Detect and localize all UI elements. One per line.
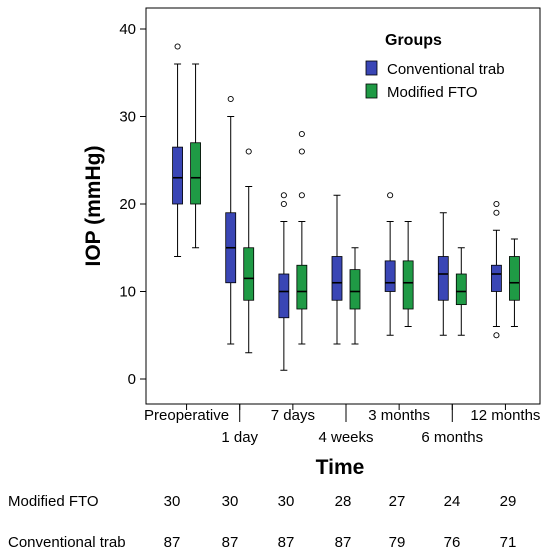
count-value: 24 bbox=[444, 493, 461, 510]
box-body bbox=[402, 260, 414, 310]
box-body bbox=[172, 146, 183, 205]
outlier-point bbox=[493, 209, 500, 216]
count-value: 30 bbox=[222, 493, 239, 510]
x-tick-label: 1 day bbox=[221, 429, 258, 446]
box-body bbox=[509, 256, 520, 301]
count-value: 87 bbox=[164, 534, 181, 551]
y-tick-label: 20 bbox=[119, 196, 136, 213]
box-body bbox=[349, 269, 361, 310]
count-value: 87 bbox=[335, 534, 352, 551]
box-body bbox=[296, 264, 308, 310]
box-conventional bbox=[384, 192, 396, 336]
box-conventional bbox=[491, 200, 502, 339]
outlier-point bbox=[298, 148, 305, 155]
outlier-point bbox=[245, 148, 252, 155]
outlier-point bbox=[280, 192, 287, 199]
box-conventional bbox=[225, 95, 237, 345]
outlier-point bbox=[387, 192, 394, 199]
box-body bbox=[331, 256, 343, 301]
count-row-label: Modified FTO bbox=[8, 493, 99, 510]
x-tick-label: 12 months bbox=[470, 407, 540, 424]
box-conventional bbox=[331, 194, 343, 345]
y-tick-label: 40 bbox=[119, 21, 136, 38]
outlier-point bbox=[227, 95, 234, 103]
legend-title: Groups bbox=[385, 32, 442, 49]
x-tick-label: 7 days bbox=[271, 407, 315, 424]
box-body bbox=[491, 264, 502, 292]
count-value: 28 bbox=[335, 493, 352, 510]
x-tick-label: 4 weeks bbox=[318, 429, 373, 446]
count-value: 87 bbox=[222, 534, 239, 551]
legend-swatch-modified bbox=[365, 83, 378, 99]
outlier-point bbox=[280, 200, 287, 208]
plot-frame bbox=[145, 7, 541, 405]
count-value: 87 bbox=[278, 534, 295, 551]
box-body bbox=[190, 142, 201, 205]
box-body bbox=[455, 273, 467, 306]
count-value: 27 bbox=[389, 493, 406, 510]
count-value: 30 bbox=[164, 493, 181, 510]
box-modified bbox=[509, 238, 520, 327]
sample-size-table: Modified FTO 30 30 30 28 27 24 29 Conventional t… bbox=[8, 493, 516, 551]
legend-label-modified: Modified FTO bbox=[387, 84, 478, 101]
box-series bbox=[172, 43, 520, 371]
box-modified bbox=[455, 247, 467, 336]
count-value: 79 bbox=[389, 534, 406, 551]
box-conventional bbox=[172, 43, 183, 257]
legend: Groups Conventional trab Modified FTO bbox=[365, 32, 505, 101]
outlier-point bbox=[174, 43, 181, 50]
y-axis: 0 10 20 30 40 bbox=[119, 21, 146, 388]
y-axis-title: IOP (mmHg) bbox=[82, 146, 105, 267]
x-tick-label: 6 months bbox=[421, 429, 483, 446]
box-body bbox=[437, 256, 449, 301]
y-tick-label: 10 bbox=[119, 284, 136, 301]
x-tick-label: 3 months bbox=[368, 407, 430, 424]
count-row-label: Conventional trab bbox=[8, 534, 126, 551]
box-modified bbox=[349, 247, 361, 345]
box-conventional bbox=[278, 192, 290, 371]
x-axis-title: Time bbox=[316, 456, 365, 479]
outlier-point bbox=[298, 130, 305, 138]
legend-swatch-conventional bbox=[365, 60, 378, 76]
box-modified bbox=[243, 148, 255, 354]
box-body bbox=[384, 260, 396, 292]
box-conventional bbox=[437, 212, 449, 336]
legend-label-conventional: Conventional trab bbox=[387, 61, 505, 78]
outlier-point bbox=[493, 200, 500, 208]
x-tick-label: Preoperative bbox=[144, 407, 229, 424]
y-tick-label: 0 bbox=[128, 371, 136, 388]
y-tick-label: 30 bbox=[119, 109, 136, 126]
box-body bbox=[278, 273, 290, 319]
count-value: 76 bbox=[444, 534, 461, 551]
count-value: 71 bbox=[500, 534, 517, 551]
count-value: 29 bbox=[500, 493, 517, 510]
count-value: 30 bbox=[278, 493, 295, 510]
box-modified bbox=[296, 130, 308, 345]
outlier-point bbox=[493, 332, 500, 339]
outlier-point bbox=[298, 192, 305, 199]
box-body bbox=[243, 247, 255, 301]
box-modified bbox=[190, 63, 201, 249]
box-modified bbox=[402, 221, 414, 327]
